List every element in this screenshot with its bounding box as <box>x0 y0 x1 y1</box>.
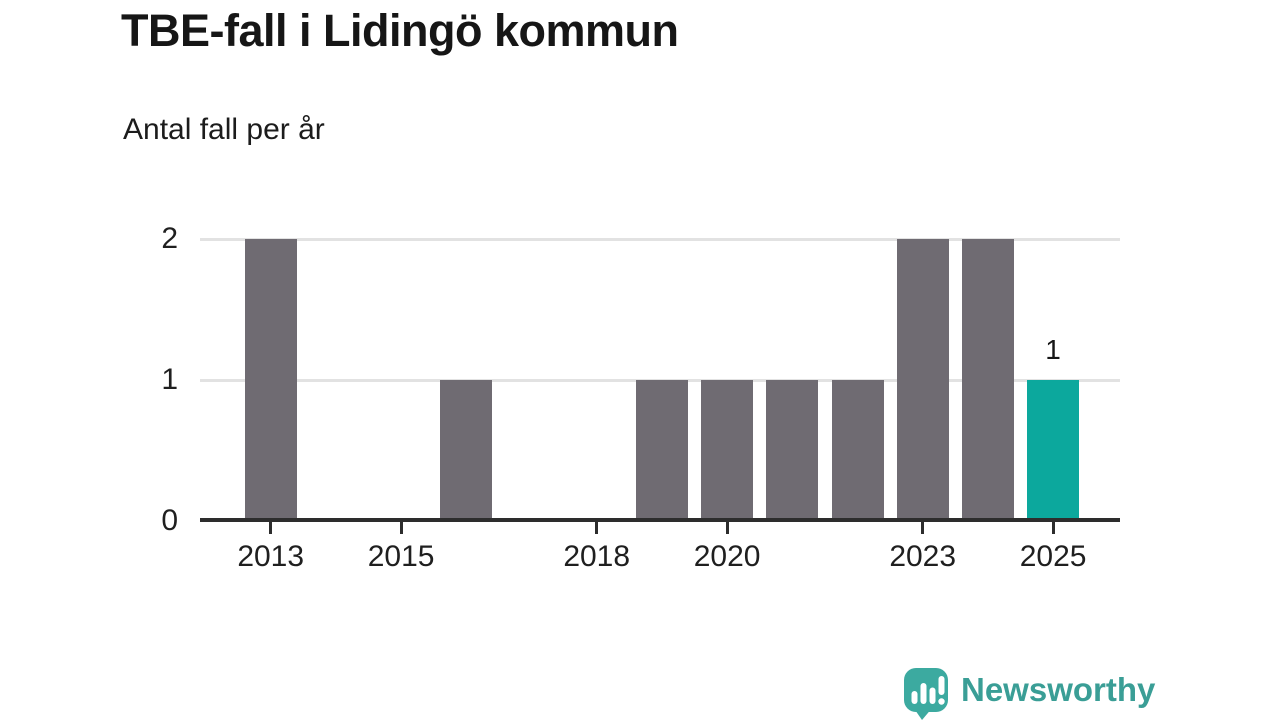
y-axis-label-0: 0 <box>161 504 178 537</box>
x-axis-tick-2015 <box>399 521 403 534</box>
x-axis-tick-2025 <box>1051 521 1055 534</box>
gridline-2 <box>200 237 1120 241</box>
newsworthy-logo-icon <box>904 668 948 720</box>
x-axis-label-2013: 2013 <box>237 540 305 573</box>
x-axis-tick-2013 <box>269 521 273 534</box>
brand-name: Newsworthy <box>961 671 1156 708</box>
chart-title: TBE-fall i Lidingö kommun <box>121 5 679 56</box>
bar-2019 <box>635 380 688 521</box>
x-axis-tick-2018 <box>595 521 599 534</box>
bar-2024 <box>961 239 1014 521</box>
bar-2016 <box>440 380 493 521</box>
chart-subtitle: Antal fall per år <box>123 113 325 146</box>
x-axis-tick-2023 <box>921 521 925 534</box>
x-axis-label-2020: 2020 <box>693 540 761 573</box>
y-axis-label-2: 2 <box>161 222 178 255</box>
bar-2021 <box>766 380 819 521</box>
x-axis-baseline <box>200 518 1120 522</box>
x-axis-label-2025: 2025 <box>1019 540 1087 573</box>
bar-2013 <box>244 239 297 521</box>
x-axis-tick-2020 <box>725 521 729 534</box>
bar-2025 <box>1027 380 1080 521</box>
x-axis-label-2023: 2023 <box>889 540 957 573</box>
x-axis-label-2015: 2015 <box>367 540 435 573</box>
bar-2022 <box>831 380 884 521</box>
y-axis-label-1: 1 <box>161 363 178 396</box>
bar-2023 <box>896 239 949 521</box>
value-label: 1 <box>1045 334 1061 365</box>
brand-footer: Newsworthy <box>903 667 1155 720</box>
bar-2020 <box>701 380 754 521</box>
x-axis-label-2018: 2018 <box>563 540 631 573</box>
